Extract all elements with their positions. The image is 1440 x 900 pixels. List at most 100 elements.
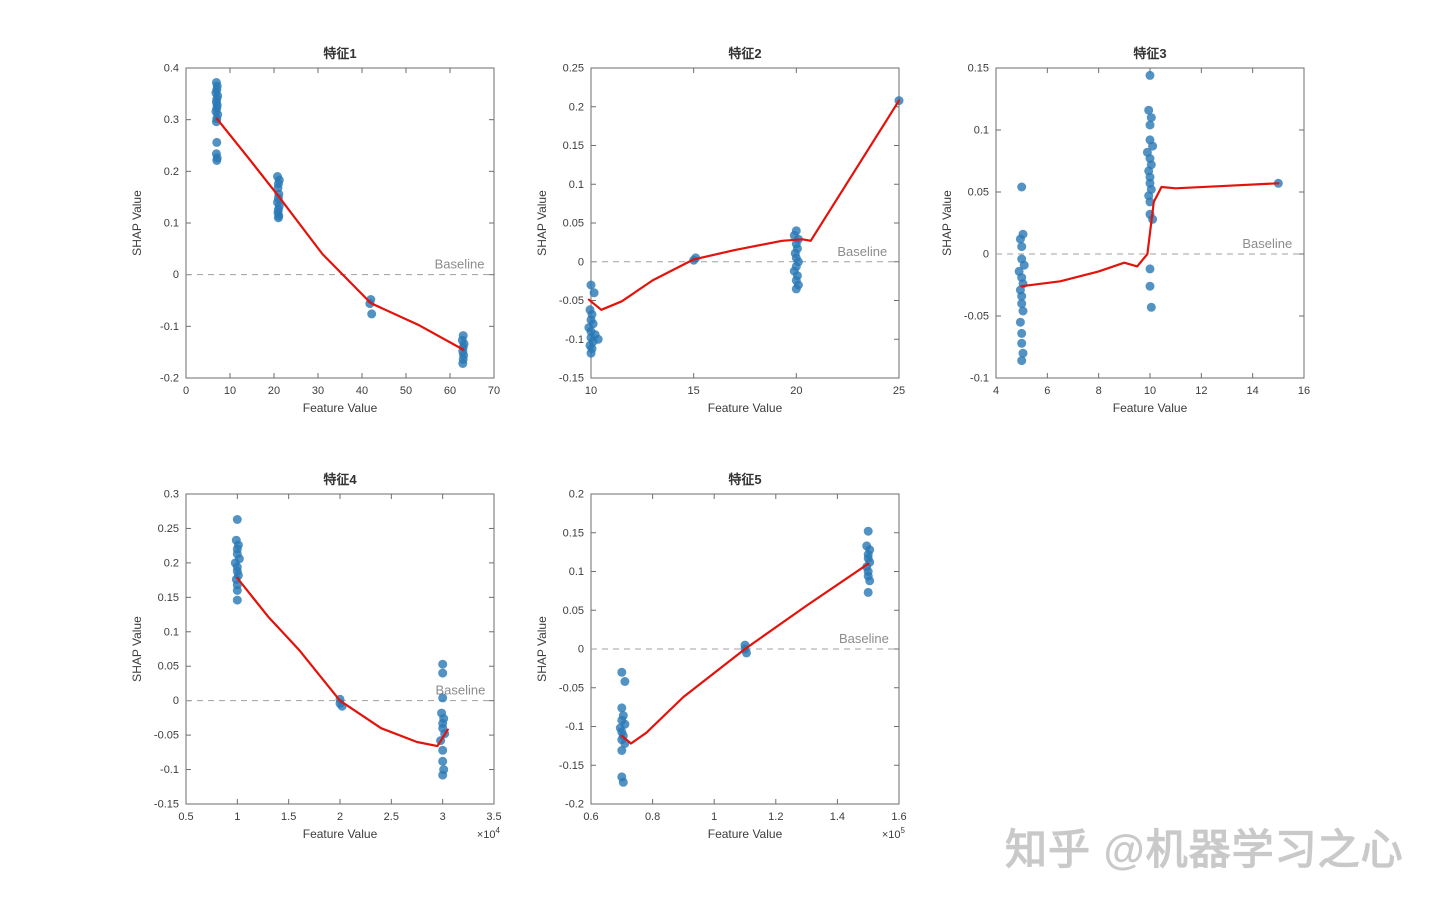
x-tick-label: 2.5: [384, 811, 399, 823]
x-tick-label: 12: [1195, 385, 1207, 397]
x-tick-label: 3.5: [486, 811, 501, 823]
y-tick-label: 0.2: [569, 101, 584, 113]
y-tick-label: 0.3: [164, 489, 179, 501]
y-tick-label: -0.1: [970, 373, 989, 385]
scatter-point: [586, 280, 596, 290]
y-tick-label: 0.05: [563, 605, 584, 617]
scatter-point: [1145, 264, 1155, 274]
y-tick-label: 0.25: [563, 63, 584, 75]
y-tick-label: 0.05: [563, 218, 584, 230]
scatter-point: [1145, 281, 1155, 291]
scatter-point: [863, 587, 873, 597]
y-axis-label: SHAP Value: [130, 616, 144, 682]
y-tick-label: 0.2: [569, 489, 584, 501]
scatter-point: [1017, 291, 1027, 301]
scatter-point: [1145, 172, 1155, 182]
y-tick-label: -0.2: [565, 799, 584, 811]
y-tick-label: -0.05: [559, 682, 584, 694]
y-tick-label: 0: [173, 269, 179, 281]
baseline-label: Baseline: [1242, 236, 1292, 251]
scatter-point: [438, 770, 448, 780]
y-tick-label: -0.15: [559, 760, 584, 772]
y-tick-label: 0: [173, 695, 179, 707]
y-tick-label: 0.15: [563, 140, 584, 152]
chart-title: 特征5: [728, 472, 761, 487]
scatter-point: [1017, 338, 1027, 348]
x-tick-label: 30: [312, 385, 324, 397]
subplot-feature-5: 0.6 0.8 1 1.2 1.4 1.6 -0.2 -0.15 -0.1 -0.05 0 0.05 0…: [535, 472, 907, 841]
x-tick-label: 70: [488, 385, 500, 397]
y-tick-label: -0.1: [565, 334, 584, 346]
y-tick-label: -0.05: [559, 295, 584, 307]
scatter-point: [273, 213, 283, 223]
y-tick-label: 0.05: [158, 661, 179, 673]
scatter-point: [232, 595, 242, 605]
x-tick-label: 15: [688, 385, 700, 397]
scatter-point: [620, 677, 630, 686]
trend-line: [620, 562, 870, 745]
x-tick-label: 0: [183, 385, 189, 397]
x-tick-label: 40: [356, 385, 368, 397]
x-tick-label: 0.5: [178, 811, 193, 823]
x-axis-label: Feature Value: [1113, 401, 1188, 415]
scatter-point: [1019, 260, 1029, 270]
scatter-point: [458, 359, 468, 368]
trend-line: [236, 576, 449, 748]
scatter-point: [617, 703, 627, 713]
y-tick-label: -0.15: [154, 799, 179, 811]
y-tick-label: 0.3: [164, 114, 179, 126]
axes-box: [185, 67, 495, 379]
scatter-point: [589, 288, 599, 298]
subplot-feature-3: 4 6 8 10 12 14 16 -0.1 -0.05 0 0.05 0.1 0.15 Baseline…: [940, 46, 1310, 415]
x-tick-label: 1.4: [830, 811, 845, 823]
y-tick-label: -0.1: [565, 721, 584, 733]
y-tick-label: 0.25: [158, 523, 179, 535]
scatter-points: [584, 96, 904, 358]
y-tick-label: -0.1: [160, 764, 179, 776]
scatter-point: [438, 693, 448, 703]
x-tick-label: 1: [234, 811, 240, 823]
scatter-point: [1018, 306, 1028, 316]
chart-title: 特征1: [323, 46, 356, 61]
baseline-label: Baseline: [837, 244, 887, 259]
x-tick-label: 10: [585, 385, 597, 397]
y-tick-label: 0.05: [968, 187, 989, 199]
scatter-points: [615, 526, 875, 787]
x-tick-label: 25: [893, 385, 905, 397]
y-tick-label: 0.4: [164, 63, 179, 75]
y-tick-label: 0.15: [563, 527, 584, 539]
y-tick-label: 0.2: [164, 557, 179, 569]
subplot-feature-1: 0 10 20 30 40 50 60 70 -0.2 -0.1 0 0.1 0.2 0.3 0.4 Base…: [130, 46, 500, 415]
x-tick-label: 8: [1096, 385, 1102, 397]
scatter-point: [1145, 70, 1155, 80]
y-tick-label: 0.1: [569, 179, 584, 191]
x-tick-label: 1.5: [281, 811, 296, 823]
scatter-point: [617, 667, 627, 677]
x-axis-label: Feature Value: [303, 401, 378, 415]
x-tick-label: 10: [1144, 385, 1156, 397]
x-tick-label: 20: [268, 385, 280, 397]
scatter-point: [1015, 317, 1025, 327]
x-tick-label: 1: [711, 811, 717, 823]
baseline-label: Baseline: [435, 257, 485, 272]
x-tick-label: 1.2: [768, 811, 783, 823]
scatter-points: [1014, 70, 1283, 366]
subplot-feature-4: 0.5 1 1.5 2 2.5 3 3.5 -0.15 -0.1 -0.05 0 0.05 0.1 0.1…: [130, 472, 502, 841]
y-tick-label: 0.1: [164, 218, 179, 230]
x-axis-label: Feature Value: [303, 827, 378, 841]
x-tick-label: 4: [993, 385, 999, 397]
x-tick-label: 60: [444, 385, 456, 397]
scatter-point: [232, 515, 242, 524]
x-tick-label: 16: [1298, 385, 1310, 397]
scatter-point: [438, 668, 448, 678]
scatter-point: [212, 137, 222, 147]
y-axis-label: SHAP Value: [940, 190, 954, 256]
y-axis-label: SHAP Value: [130, 190, 144, 256]
scatter-point: [438, 745, 448, 755]
scatter-point: [1145, 120, 1155, 130]
chart-title: 特征2: [728, 46, 761, 61]
axes-box: [590, 67, 900, 379]
scatter-point: [1146, 302, 1156, 312]
